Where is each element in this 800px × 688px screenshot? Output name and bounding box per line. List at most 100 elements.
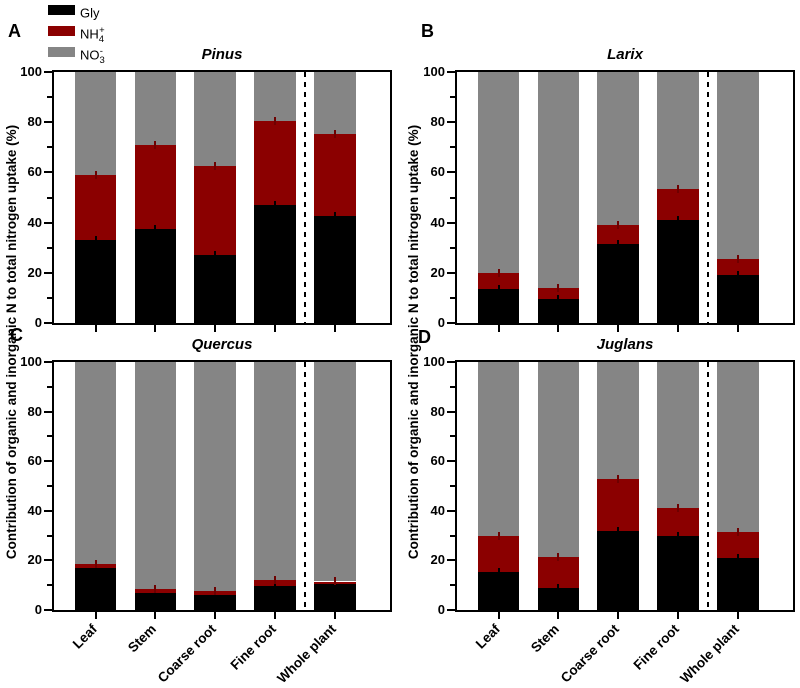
bar-segment-gly xyxy=(74,240,117,323)
error-bar-gly xyxy=(557,583,560,592)
panel-title-pinus: Pinus xyxy=(201,46,243,63)
legend-item-nh4: NH4+ xyxy=(48,23,105,45)
y-axis-major-tick xyxy=(44,322,52,324)
error-bar-nh4 xyxy=(214,162,217,171)
x-axis-tick xyxy=(557,325,560,332)
error-bar-gly xyxy=(497,285,500,294)
error-bar-gly xyxy=(94,236,97,245)
y-axis-major-tick xyxy=(44,71,52,73)
y-axis-tick-label: 60 xyxy=(27,164,42,180)
error-bar-nh4 xyxy=(273,576,276,585)
x-axis-tick xyxy=(274,325,276,332)
bar-segment-nh4 xyxy=(717,531,759,558)
error-bar-gly xyxy=(676,216,679,225)
error-bar-gly xyxy=(273,582,276,591)
y-axis-tick-label: 60 xyxy=(27,453,42,469)
legend-swatch-no3 xyxy=(48,47,75,57)
bar-segment-gly xyxy=(254,205,296,323)
bar-segment-nh4 xyxy=(717,259,759,276)
y-axis-major-tick xyxy=(44,171,52,174)
panel-title-juglans: Juglans xyxy=(596,336,654,353)
stacked-bar-whole-plant xyxy=(314,362,356,610)
bar-segment-gly xyxy=(597,530,639,610)
error-bar-gly xyxy=(497,567,500,576)
error-bar-nh4 xyxy=(497,268,500,277)
bar-segment-gly xyxy=(717,275,759,323)
stacked-bar-coarse-root xyxy=(597,72,639,323)
y-axis-major-tick xyxy=(447,71,455,73)
panel-letter-b: B xyxy=(421,21,434,41)
panel-title-quercus: Quercus xyxy=(191,336,253,353)
bar-segment-no3 xyxy=(537,72,580,288)
bar-segment-no3 xyxy=(194,72,236,167)
legend-label-no3: NO3- xyxy=(80,46,105,66)
legend-item-no3: NO3- xyxy=(48,44,105,66)
y-axis-tick-label: 100 xyxy=(423,354,445,369)
bar-segment-nh4 xyxy=(74,174,117,241)
bar-segment-no3 xyxy=(717,72,759,259)
bar-segment-no3 xyxy=(134,72,177,145)
error-bar-nh4 xyxy=(736,527,739,536)
x-axis-tick xyxy=(214,325,217,332)
stacked-bar-fine-root xyxy=(657,72,699,323)
stacked-bar-leaf xyxy=(477,72,520,323)
legend-swatch-gly xyxy=(48,5,75,15)
stacked-bar-leaf xyxy=(74,72,117,323)
bar-segment-nh4 xyxy=(537,556,580,588)
bar-segment-gly xyxy=(477,571,520,610)
y-axis-minor-tick xyxy=(47,246,52,249)
plot-area-pinus: 0 20 40 60 80 100 xyxy=(20,64,392,332)
bar-segment-no3 xyxy=(74,362,117,565)
x-axis-tick xyxy=(497,612,500,619)
y-axis-tick-label: 20 xyxy=(430,552,445,568)
y-axis-tick-label: 0 xyxy=(34,315,42,330)
x-axis-tick xyxy=(617,325,620,332)
bar-segment-gly xyxy=(134,228,177,323)
legend-label-gly: Gly xyxy=(80,5,100,21)
error-bar-nh4 xyxy=(676,184,679,193)
error-bar-gly xyxy=(154,224,157,233)
x-axis-tick xyxy=(214,612,217,619)
stacked-bar-whole-plant xyxy=(717,362,759,610)
bar-segment-no3 xyxy=(194,362,236,592)
y-axis-minor-tick xyxy=(450,485,455,487)
y-axis-tick-label: 80 xyxy=(27,403,42,419)
x-axis-tick xyxy=(333,612,336,619)
y-axis-minor-tick xyxy=(450,435,455,438)
error-bar-gly xyxy=(617,239,620,248)
y-axis-tick-label: 40 xyxy=(27,214,42,230)
bar-segment-nh4 xyxy=(254,120,296,206)
y-axis-tick-label: 20 xyxy=(430,264,445,280)
error-bar-nh4 xyxy=(617,474,620,483)
error-bar-nh4 xyxy=(333,577,336,586)
y-axis-minor-tick xyxy=(450,196,455,199)
bar-segment-no3 xyxy=(597,72,639,226)
y-axis-major-tick xyxy=(447,559,455,562)
error-bar-gly xyxy=(333,212,336,221)
y-axis-tick-label: 40 xyxy=(430,214,445,230)
y-axis-minor-tick xyxy=(450,584,455,587)
error-bar-gly xyxy=(557,295,560,304)
x-axis-tick xyxy=(154,325,157,332)
y-axis-minor-tick xyxy=(47,196,52,199)
bar-segment-gly xyxy=(314,583,356,610)
bar-segment-nh4 xyxy=(477,272,520,290)
y-axis-major-tick xyxy=(447,171,455,174)
x-axis-category-label: Leaf xyxy=(472,621,503,652)
error-bar-gly xyxy=(273,201,276,210)
stacked-bar-stem xyxy=(134,72,177,323)
y-axis-tick-label: 80 xyxy=(27,114,42,130)
y-axis-minor-tick xyxy=(47,146,52,149)
error-bar-nh4 xyxy=(617,221,620,230)
bar-segment-gly xyxy=(537,299,580,323)
y-axis-major-tick xyxy=(447,361,455,363)
y-axis-tick-label: 60 xyxy=(430,164,445,180)
bar-segment-nh4 xyxy=(597,225,639,244)
y-axis-minor-tick xyxy=(450,246,455,249)
y-axis-tick-label: 100 xyxy=(20,354,42,369)
y-axis-tick-label: 60 xyxy=(430,453,445,469)
bar-segment-nh4 xyxy=(537,287,580,300)
bar-segment-gly xyxy=(254,586,296,610)
stacked-bar-fine-root xyxy=(254,72,296,323)
